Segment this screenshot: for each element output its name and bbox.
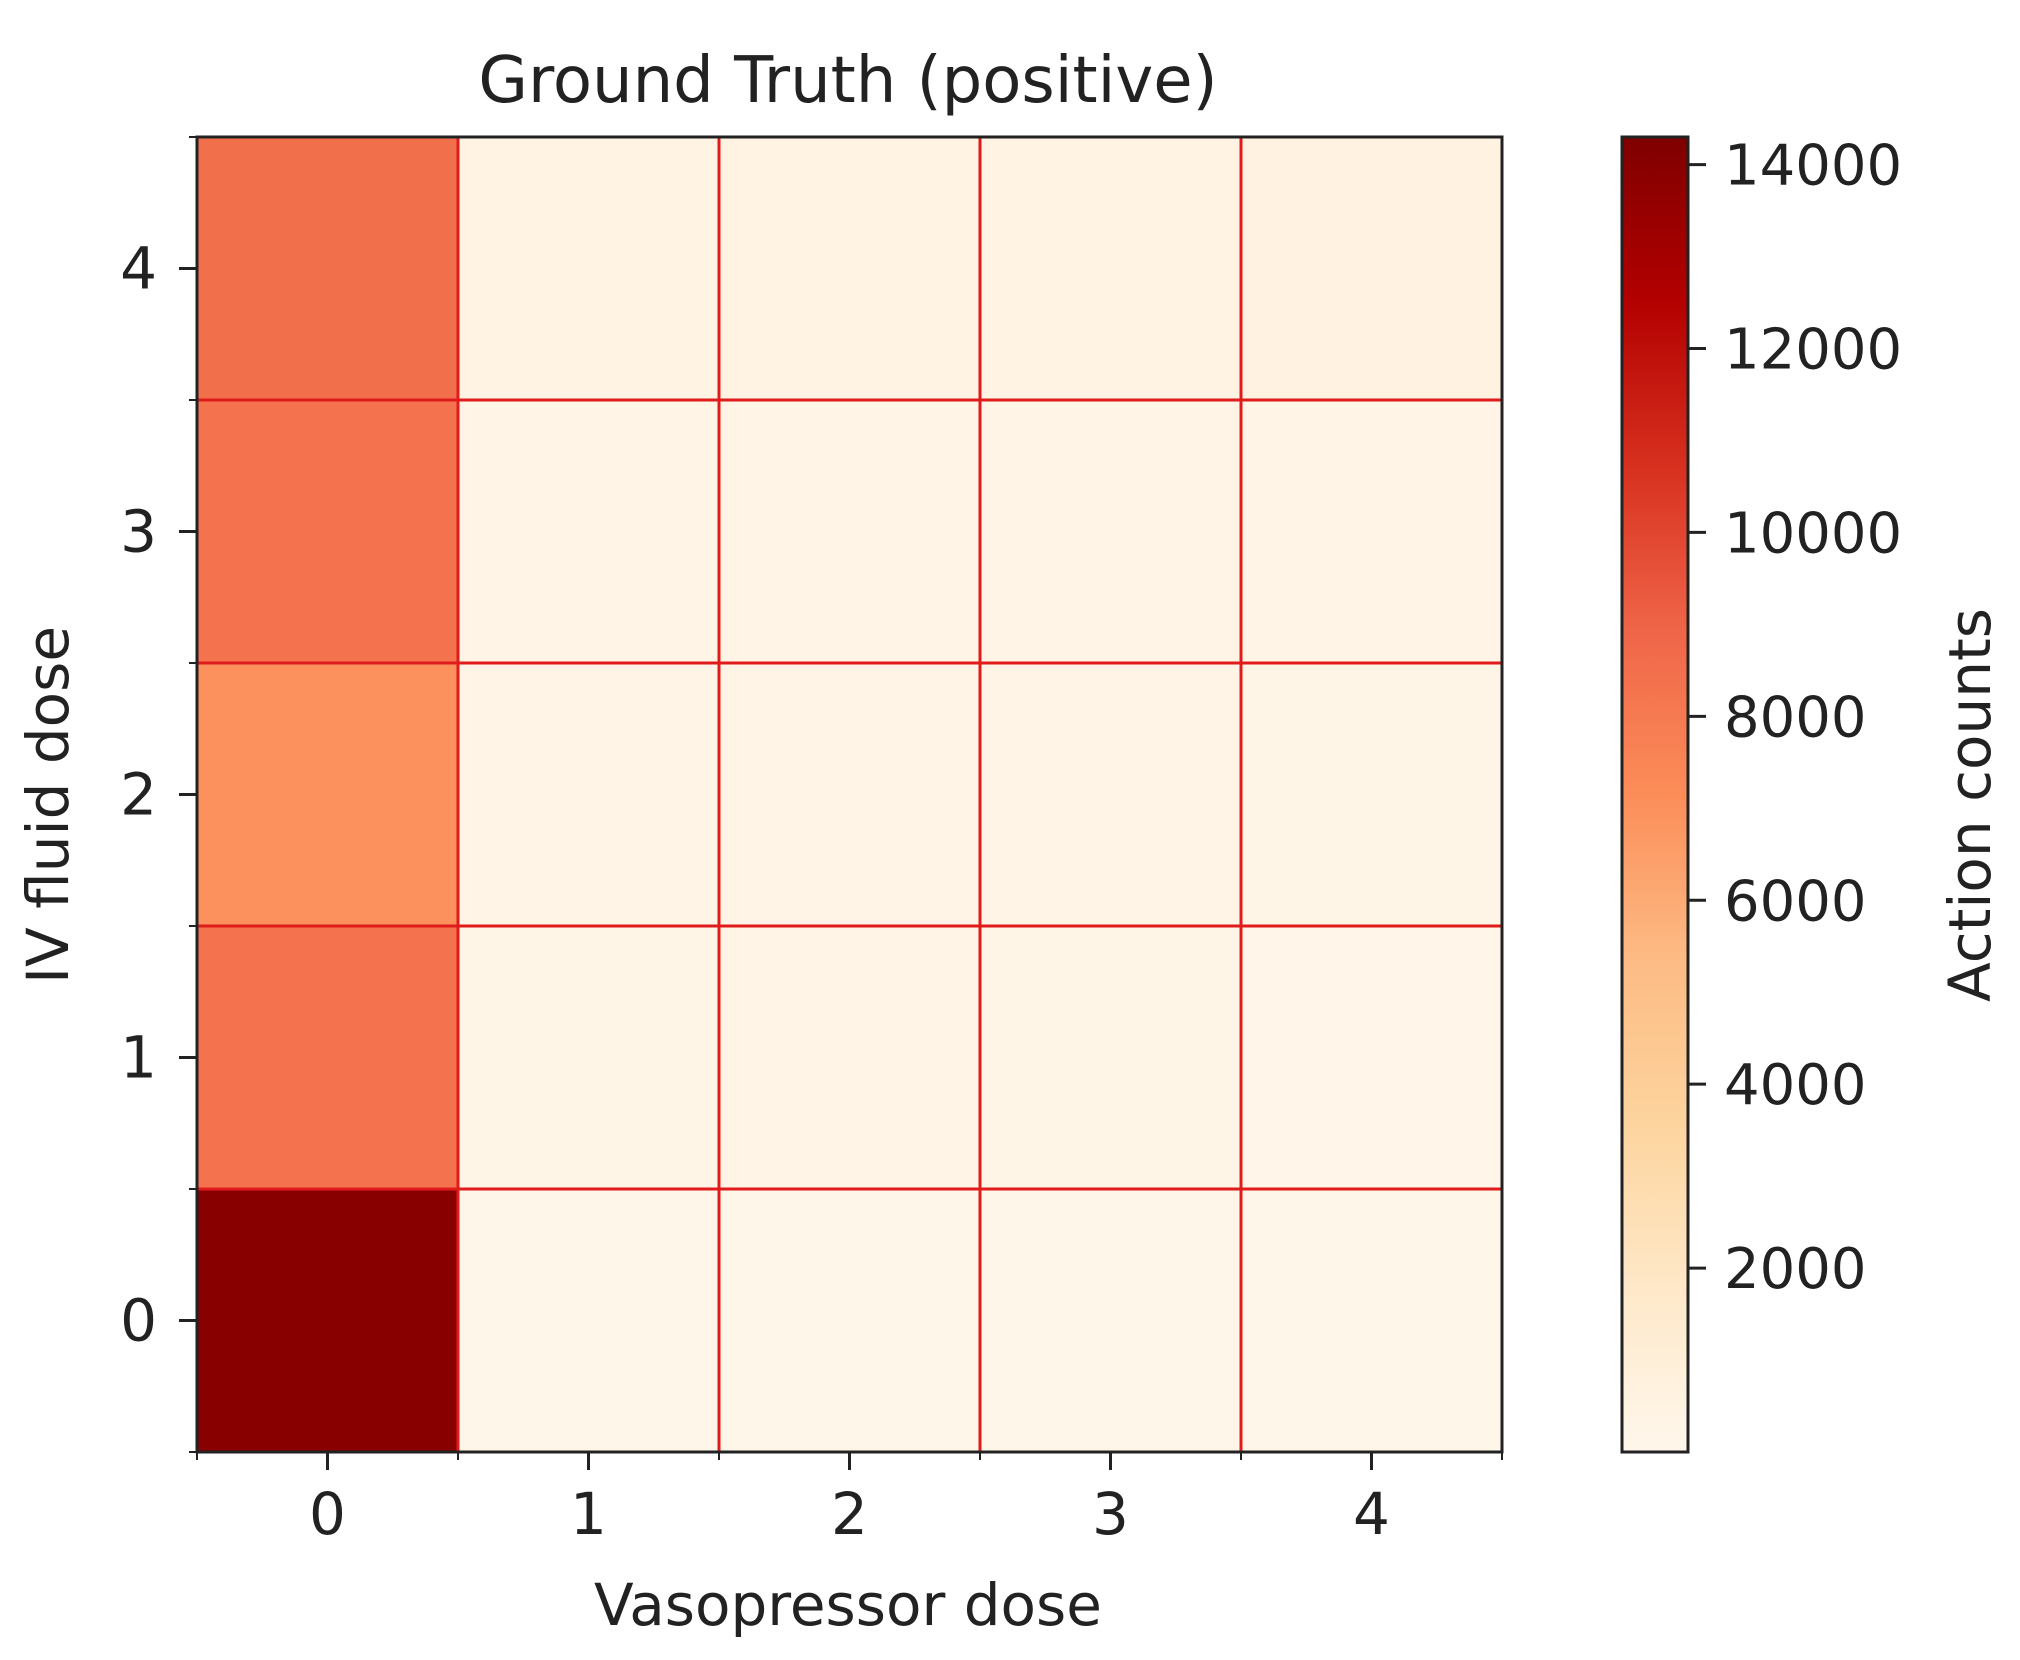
colorbar-tick-label: 4000 [1724, 1053, 1867, 1118]
colorbar-tick-label: 14000 [1724, 134, 1902, 199]
heatmap-grid [197, 137, 1502, 1452]
heatmap-cell-y2-x4 [1241, 663, 1503, 927]
colorbar-tick-label: 6000 [1724, 869, 1867, 934]
y-tick-label: 4 [120, 235, 157, 303]
heatmap-cell-y2-x2 [719, 663, 981, 927]
heatmap-cell-y0-x1 [458, 1189, 720, 1453]
heatmap-cell-y4-x4 [1241, 137, 1503, 401]
x-axis-label: Vasopressor dose [594, 1571, 1102, 1639]
heatmap-cell-y0-x4 [1241, 1189, 1503, 1453]
y-axis-label: IV fluid dose [14, 626, 82, 984]
heatmap-cell-y4-x0 [197, 137, 459, 401]
heatmap-cell-y0-x0 [197, 1189, 459, 1453]
y-axis-ticks: 0 1 2 3 4 [120, 136, 197, 1453]
heatmap-cell-y3-x4 [1241, 400, 1503, 664]
heatmap-cell-y0-x3 [980, 1189, 1242, 1453]
colorbar-tick-label: 2000 [1724, 1237, 1867, 1302]
x-axis-ticks: 0 1 2 3 4 [196, 1452, 1503, 1548]
heatmap-cell-y1-x0 [197, 926, 459, 1190]
y-tick-label: 3 [120, 498, 157, 566]
heatmap-cell-y4-x3 [980, 137, 1242, 401]
colorbar-tick-label: 12000 [1724, 318, 1902, 383]
colorbar-ticks: 2000 4000 6000 8000 10000 12000 14000 [1688, 134, 1902, 1302]
x-tick-label: 1 [570, 1480, 607, 1548]
heatmap-cell-y1-x4 [1241, 926, 1503, 1190]
colorbar-tick-label: 8000 [1724, 685, 1867, 750]
y-tick-label: 1 [120, 1024, 157, 1092]
heatmap-cell-y1-x3 [980, 926, 1242, 1190]
heatmap-cell-y3-x0 [197, 400, 459, 664]
heatmap-cell-y2-x3 [980, 663, 1242, 927]
heatmap-cell-y3-x3 [980, 400, 1242, 664]
colorbar-tick-label: 10000 [1724, 501, 1902, 566]
heatmap-cell-y4-x1 [458, 137, 720, 401]
heatmap-cells [197, 137, 1503, 1453]
y-tick-label: 2 [120, 761, 157, 829]
heatmap-cell-y2-x1 [458, 663, 720, 927]
heatmap-cell-y0-x2 [719, 1189, 981, 1453]
heatmap-cell-y4-x2 [719, 137, 981, 401]
x-tick-label: 3 [1092, 1480, 1129, 1548]
heatmap-cell-y1-x2 [719, 926, 981, 1190]
y-tick-label: 0 [120, 1287, 157, 1355]
heatmap-cell-y3-x2 [719, 400, 981, 664]
x-tick-label: 2 [831, 1480, 868, 1548]
colorbar [1620, 135, 1690, 1454]
heatmap-cell-y2-x0 [197, 663, 459, 927]
colorbar-label: Action counts [1936, 608, 2004, 1002]
heatmap-cell-y3-x1 [458, 400, 720, 664]
x-tick-label: 4 [1353, 1480, 1390, 1548]
x-tick-label: 0 [309, 1480, 346, 1548]
chart-title: Ground Truth (positive) [478, 44, 1217, 118]
heatmap-cell-y1-x1 [458, 926, 720, 1190]
